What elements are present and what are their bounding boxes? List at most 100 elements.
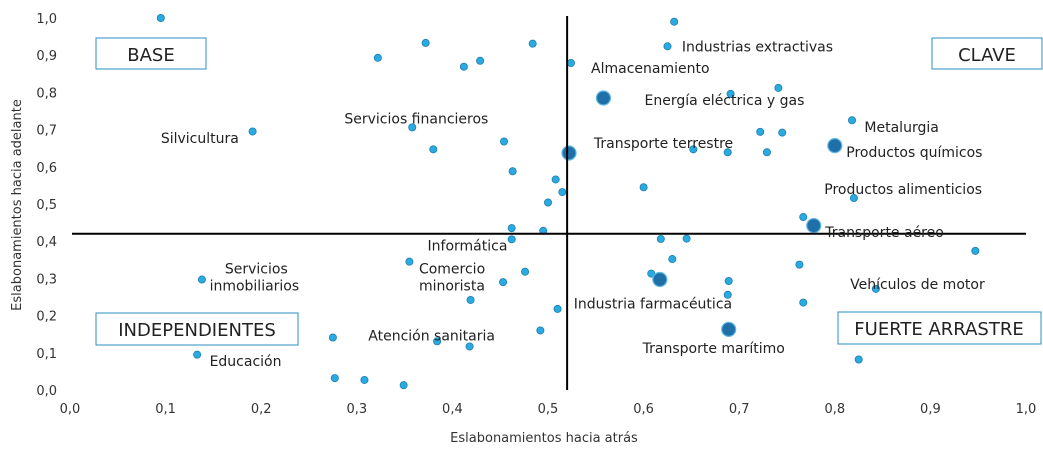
- annotation-label: Servicios financieros: [344, 111, 488, 127]
- data-point: [558, 188, 567, 197]
- annotation-label: Educación: [210, 354, 282, 370]
- data-point: [647, 269, 656, 278]
- highlighted-point: [652, 271, 668, 288]
- data-point: [521, 267, 530, 276]
- data-point: [248, 127, 257, 136]
- data-point: [476, 56, 485, 65]
- data-point: [639, 183, 648, 192]
- data-point: [723, 290, 732, 299]
- data-point: [656, 234, 665, 243]
- y-tick-label: 0,5: [36, 198, 57, 213]
- points-layer: [156, 13, 980, 390]
- annotation-label: Transporte aéreo: [824, 225, 944, 241]
- data-point: [421, 38, 430, 47]
- quadrant-text-fuerte-arrastre: FUERTE ARRASTRE: [854, 319, 1023, 340]
- data-point: [871, 284, 880, 293]
- highlighted-point: [595, 90, 612, 106]
- annotation-label: Productos químicos: [846, 145, 982, 161]
- quadrant-text-base: BASE: [127, 45, 174, 66]
- data-point: [682, 234, 691, 243]
- annotation-label: Servicios: [225, 261, 288, 277]
- data-point: [429, 145, 438, 154]
- data-point: [971, 246, 980, 255]
- data-point: [193, 350, 202, 359]
- data-point: [795, 260, 804, 269]
- quadrant-label-base: BASE: [95, 37, 207, 70]
- data-point: [360, 375, 369, 384]
- x-tick-label: 0,0: [60, 402, 81, 417]
- data-point: [507, 224, 516, 233]
- annotation-label: Productos alimenticios: [824, 182, 982, 198]
- y-tick-label: 0,3: [36, 272, 57, 287]
- data-point: [507, 235, 516, 244]
- annotation-label: Atención sanitaria: [368, 329, 495, 345]
- tick-labels: 0,0 0,1 0,2 0,3 0,4 0,5 0,6 0,7 0,8 0,9 1,0 0,0 0,1 0…: [36, 12, 1036, 417]
- annotation-label: Energía eléctrica y gas: [645, 93, 805, 109]
- data-point: [405, 257, 414, 266]
- quadrant-text-clave: CLAVE: [958, 45, 1016, 66]
- data-point: [330, 374, 339, 383]
- data-point: [466, 295, 475, 304]
- axes-layer: [72, 16, 1026, 390]
- data-point: [197, 275, 206, 284]
- data-point: [849, 194, 858, 203]
- data-point: [778, 128, 787, 137]
- y-tick-label: 0,7: [36, 124, 57, 139]
- x-tick-label: 0,9: [920, 402, 941, 417]
- data-point: [373, 53, 382, 62]
- annotation-label: Industrias extractivas: [682, 39, 833, 55]
- data-point: [328, 333, 337, 342]
- data-point: [408, 123, 417, 132]
- annotation-label: Metalurgia: [864, 120, 938, 136]
- y-tick-label: 0,2: [36, 310, 57, 325]
- y-tick-label: 0,8: [36, 86, 57, 101]
- data-point: [854, 355, 863, 364]
- data-point: [499, 278, 508, 287]
- y-tick-label: 0,4: [36, 235, 57, 250]
- data-point: [799, 298, 808, 307]
- quadrant-text-independientes: INDEPENDIENTES: [118, 320, 276, 341]
- y-tick-label: 1,0: [36, 12, 57, 27]
- data-point: [723, 148, 732, 157]
- data-point: [848, 116, 857, 125]
- x-tick-label: 0,6: [633, 402, 654, 417]
- annotation-label: Vehículos de motor: [850, 277, 985, 293]
- y-tick-label: 0,1: [36, 347, 57, 362]
- highlighted-point: [561, 145, 577, 161]
- data-point: [536, 326, 545, 335]
- x-axis-title: Eslabonamientos hacia atrás: [450, 431, 638, 446]
- annotation-label: Almacenamiento: [591, 61, 710, 77]
- data-point: [726, 89, 735, 98]
- data-point: [553, 304, 562, 313]
- data-point: [762, 148, 771, 157]
- data-point: [799, 213, 808, 222]
- x-tick-label: 0,1: [155, 402, 176, 417]
- x-tick-label: 0,4: [442, 402, 463, 417]
- data-point: [465, 342, 474, 351]
- data-point: [566, 59, 575, 68]
- data-point: [551, 175, 560, 184]
- data-point: [399, 381, 408, 390]
- y-tick-label: 0,6: [36, 161, 57, 176]
- highlighted-point: [721, 321, 737, 337]
- annotation-label: Comercio: [419, 261, 485, 277]
- quadrant-label-independientes: INDEPENDIENTES: [95, 312, 299, 346]
- annotation-label: Transporte marítimo: [642, 341, 785, 357]
- y-tick-label: 0,9: [36, 49, 57, 64]
- x-tick-label: 0,8: [824, 402, 845, 417]
- data-point: [528, 39, 537, 48]
- x-tick-label: 0,7: [729, 402, 750, 417]
- x-tick-label: 1,0: [1016, 402, 1037, 417]
- data-point: [663, 42, 672, 51]
- quadrant-label-clave: CLAVE: [931, 37, 1043, 70]
- y-tick-label: 0,0: [36, 384, 57, 399]
- data-point: [724, 277, 733, 286]
- annotation-label: Informática: [428, 239, 508, 255]
- data-point: [500, 137, 509, 146]
- data-point: [670, 17, 679, 26]
- data-point: [544, 198, 553, 207]
- annotation-label: Silvicultura: [161, 131, 239, 147]
- highlighted-point: [827, 137, 843, 154]
- data-point: [668, 255, 677, 264]
